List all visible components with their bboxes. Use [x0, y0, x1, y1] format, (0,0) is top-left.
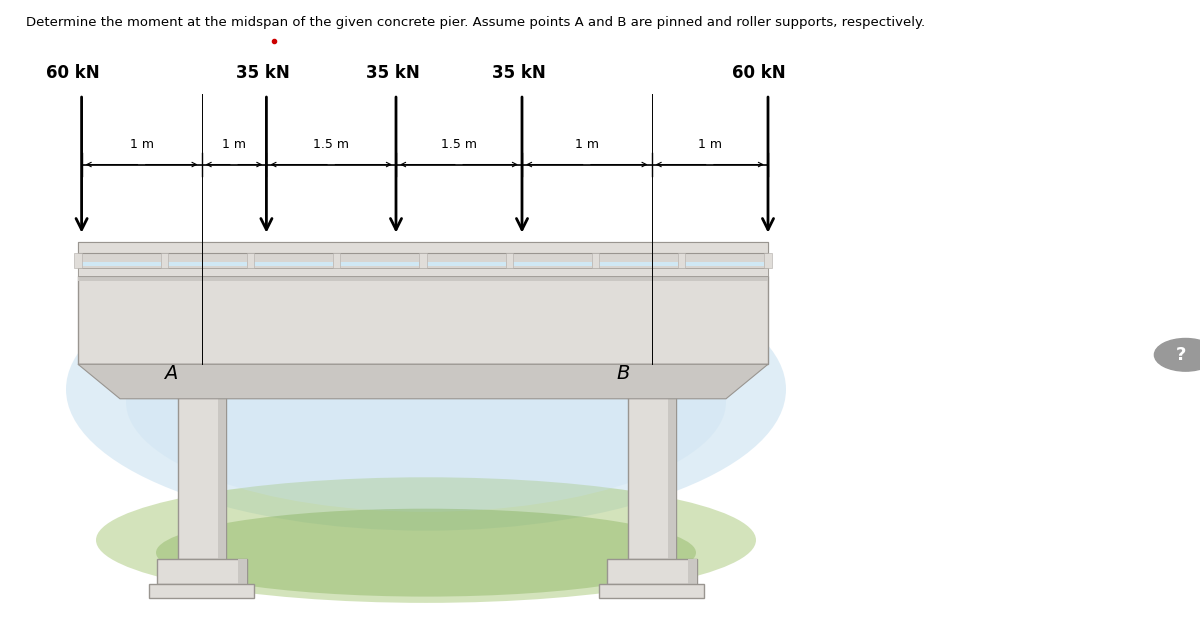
FancyBboxPatch shape: [78, 242, 768, 253]
FancyBboxPatch shape: [689, 559, 696, 584]
Text: 1 m: 1 m: [698, 138, 722, 151]
FancyBboxPatch shape: [600, 584, 704, 598]
FancyBboxPatch shape: [218, 364, 226, 559]
Text: B: B: [617, 364, 630, 383]
FancyBboxPatch shape: [628, 364, 676, 559]
FancyBboxPatch shape: [505, 253, 512, 268]
FancyBboxPatch shape: [247, 253, 254, 268]
FancyBboxPatch shape: [82, 262, 161, 266]
FancyBboxPatch shape: [161, 253, 168, 268]
FancyBboxPatch shape: [78, 276, 768, 281]
Text: 35 kN: 35 kN: [366, 63, 420, 82]
FancyBboxPatch shape: [678, 253, 685, 268]
Ellipse shape: [126, 292, 726, 512]
FancyBboxPatch shape: [607, 559, 696, 584]
Text: 1.5 m: 1.5 m: [313, 138, 349, 151]
Text: 35 kN: 35 kN: [236, 63, 290, 82]
FancyBboxPatch shape: [254, 262, 334, 266]
FancyBboxPatch shape: [150, 584, 254, 598]
FancyBboxPatch shape: [178, 364, 226, 559]
FancyBboxPatch shape: [168, 262, 247, 266]
Polygon shape: [78, 364, 768, 399]
FancyBboxPatch shape: [427, 262, 505, 266]
FancyBboxPatch shape: [74, 253, 82, 268]
Text: Determine the moment at the midspan of the given concrete pier. Assume points A : Determine the moment at the midspan of t…: [26, 16, 925, 29]
Circle shape: [1154, 338, 1200, 371]
Ellipse shape: [156, 509, 696, 597]
Text: 60 kN: 60 kN: [46, 63, 100, 82]
FancyBboxPatch shape: [78, 276, 768, 364]
FancyBboxPatch shape: [78, 268, 768, 276]
FancyBboxPatch shape: [592, 253, 599, 268]
Text: 1 m: 1 m: [575, 138, 599, 151]
FancyBboxPatch shape: [78, 242, 768, 276]
FancyBboxPatch shape: [341, 262, 420, 266]
FancyBboxPatch shape: [685, 262, 764, 266]
FancyBboxPatch shape: [764, 253, 772, 268]
Text: 1 m: 1 m: [222, 138, 246, 151]
Text: 35 kN: 35 kN: [492, 63, 546, 82]
FancyBboxPatch shape: [239, 559, 247, 584]
FancyBboxPatch shape: [668, 364, 676, 559]
Ellipse shape: [96, 477, 756, 603]
FancyBboxPatch shape: [512, 262, 592, 266]
Text: 60 kN: 60 kN: [732, 63, 786, 82]
Text: 1.5 m: 1.5 m: [442, 138, 478, 151]
Ellipse shape: [66, 248, 786, 531]
FancyBboxPatch shape: [420, 253, 427, 268]
FancyBboxPatch shape: [334, 253, 341, 268]
Text: A: A: [164, 364, 178, 383]
FancyBboxPatch shape: [599, 262, 678, 266]
Text: 1 m: 1 m: [130, 138, 154, 151]
Text: ?: ?: [1176, 346, 1186, 364]
FancyBboxPatch shape: [156, 559, 247, 584]
